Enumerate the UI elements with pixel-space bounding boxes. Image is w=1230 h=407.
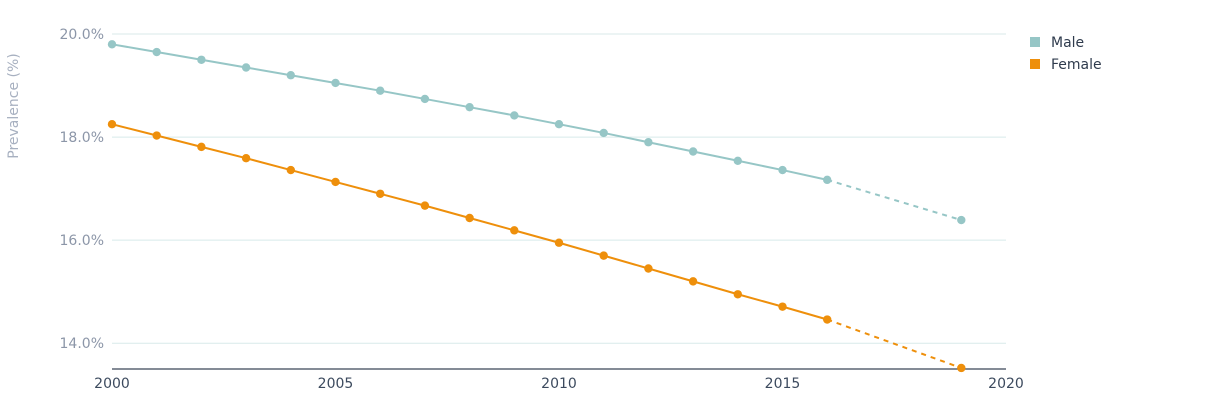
- legend: Male Female: [1030, 35, 1102, 73]
- gridlines: [112, 33, 1006, 344]
- data-point[interactable]: [107, 40, 117, 49]
- data-point[interactable]: [331, 177, 340, 187]
- data-point[interactable]: [241, 63, 251, 72]
- y-axis-title: Prevalence (%): [6, 53, 22, 159]
- data-point[interactable]: [644, 138, 653, 147]
- x-tick-label: 2010: [541, 376, 577, 392]
- series-lines: [107, 40, 966, 373]
- data-point[interactable]: [688, 277, 698, 286]
- data-point[interactable]: [152, 131, 161, 140]
- data-point[interactable]: [465, 102, 474, 112]
- data-point[interactable]: [823, 175, 832, 185]
- data-point[interactable]: [465, 213, 474, 223]
- data-point[interactable]: [331, 78, 340, 88]
- data-point[interactable]: [376, 86, 385, 95]
- series-male: [107, 40, 966, 225]
- y-tick-label: 20.0%: [60, 27, 104, 43]
- data-point[interactable]: [107, 119, 117, 129]
- x-tick-label: 2015: [765, 376, 801, 392]
- data-point[interactable]: [554, 119, 564, 129]
- data-point[interactable]: [554, 238, 564, 247]
- legend-item-male[interactable]: Male: [1030, 35, 1084, 51]
- y-tick-label: 14.0%: [60, 336, 104, 352]
- legend-swatch: [1030, 59, 1040, 69]
- data-point[interactable]: [510, 111, 519, 120]
- data-point[interactable]: [197, 142, 206, 152]
- series-line: [111, 43, 828, 181]
- data-point[interactable]: [599, 251, 608, 260]
- data-point[interactable]: [420, 201, 430, 210]
- x-tick-label: 2000: [94, 376, 130, 392]
- y-tick-label: 16.0%: [60, 233, 104, 249]
- x-tick-label: 2020: [988, 376, 1024, 392]
- data-point[interactable]: [688, 147, 698, 156]
- axes: 14.0% 16.0% 18.0% 20.0% 2000 2005 2010 2015 2020…: [6, 27, 1024, 392]
- projection-line: [826, 178, 962, 222]
- data-point[interactable]: [733, 156, 742, 165]
- data-point[interactable]: [152, 47, 161, 57]
- projection-line: [826, 318, 962, 369]
- projection-point[interactable]: [957, 215, 966, 225]
- data-point[interactable]: [510, 226, 519, 235]
- data-point[interactable]: [733, 290, 742, 299]
- data-point[interactable]: [778, 302, 787, 311]
- legend-label: Female: [1051, 57, 1102, 73]
- data-point[interactable]: [241, 154, 251, 163]
- data-point[interactable]: [197, 55, 206, 64]
- data-point[interactable]: [420, 94, 430, 104]
- data-point[interactable]: [823, 315, 832, 324]
- legend-swatch: [1030, 37, 1040, 47]
- legend-label: Male: [1051, 35, 1084, 51]
- data-point[interactable]: [286, 165, 295, 175]
- data-point[interactable]: [644, 264, 653, 273]
- projection-point[interactable]: [957, 363, 966, 373]
- x-tick-label: 2005: [318, 376, 354, 392]
- data-point[interactable]: [286, 71, 295, 80]
- series-female: [107, 119, 966, 373]
- data-point[interactable]: [376, 189, 385, 198]
- data-point[interactable]: [599, 128, 608, 138]
- data-point[interactable]: [778, 165, 787, 175]
- legend-item-female[interactable]: Female: [1030, 57, 1102, 73]
- y-tick-label: 18.0%: [60, 130, 104, 146]
